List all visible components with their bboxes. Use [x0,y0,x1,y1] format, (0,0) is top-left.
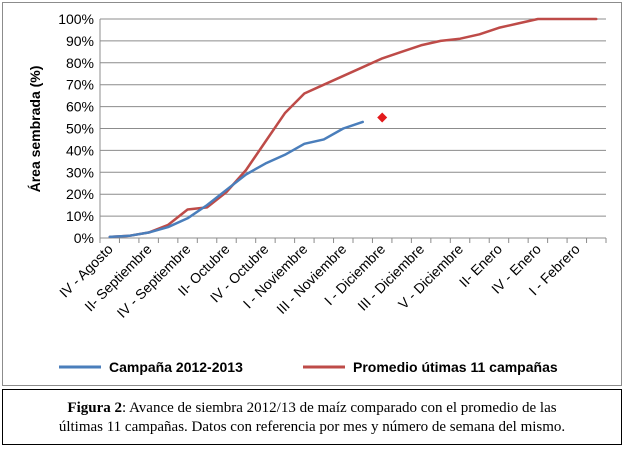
series-line [108,120,364,239]
y-tick-label: 20% [66,186,94,202]
chart-svg: 0% 10% 20% 30% 40% 50% 60% 70% 80% 90% 100% IV - A… [27,11,607,375]
figure-caption: Figura 2: Avance de siembra 2012/13 de m… [2,389,622,445]
highlight-marker [377,112,388,123]
y-tick-label: 0% [74,230,94,246]
series-line [108,17,598,239]
y-tick-labels: 0% 10% 20% 30% 40% 50% 60% 70% 80% 90% 100% [58,11,94,246]
y-tick-label: 40% [66,142,94,158]
legend-label: Promedio útimas 11 campañas [353,359,558,375]
y-tick-label: 90% [66,33,94,49]
chart-container: 0% 10% 20% 30% 40% 50% 60% 70% 80% 90% 100% IV - A… [2,2,622,386]
y-tick-label: 30% [66,164,94,180]
y-axis-label: Área sembrada (%) [27,66,43,193]
y-tick-label: 70% [66,77,94,93]
legend: Campaña 2012-2013 Promedio útimas 11 camp… [59,359,558,375]
caption-label: Figura 2 [67,400,122,416]
y-tick-label: 10% [66,208,94,224]
caption-line-2: últimas 11 campañas. Datos con referenci… [58,419,566,435]
y-tick-label: 80% [66,55,94,71]
caption-text-1: : Avance de siembra 2012/13 de maíz comp… [122,400,557,416]
series-lines [108,17,598,239]
grid-lines [99,18,607,243]
legend-label: Campaña 2012-2013 [109,359,243,375]
caption-line-1: Figura 2: Avance de siembra 2012/13 de m… [3,399,621,418]
y-tick-label: 50% [66,121,94,137]
y-tick-label: 60% [66,99,94,115]
y-tick-label: 100% [58,11,94,27]
